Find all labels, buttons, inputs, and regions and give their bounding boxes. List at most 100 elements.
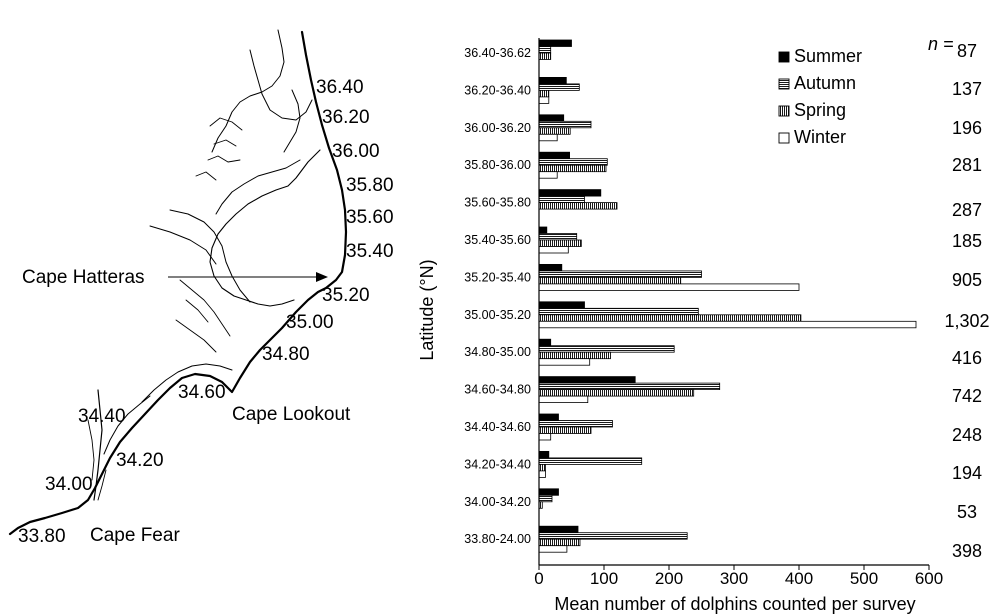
bar-winter bbox=[538, 171, 558, 179]
bar-summer bbox=[538, 488, 559, 496]
map-lat-label: 35.60 bbox=[346, 207, 394, 228]
bar-summer bbox=[538, 413, 559, 421]
bar-autumn bbox=[538, 532, 688, 540]
bar-autumn bbox=[538, 46, 552, 54]
bar-summer bbox=[538, 338, 552, 347]
bar-autumn bbox=[538, 420, 613, 428]
y-axis-title: Latitude (°N) bbox=[417, 259, 437, 360]
bar-winter bbox=[538, 358, 591, 366]
category-label: 34.80-35.00 bbox=[464, 345, 531, 359]
category-label: 35.20-35.40 bbox=[464, 270, 531, 284]
bar-spring bbox=[538, 90, 550, 98]
category-label: 36.00-36.20 bbox=[464, 121, 531, 135]
bar-spring bbox=[538, 351, 611, 360]
map-lat-label: 35.00 bbox=[286, 312, 334, 333]
category-label: 35.60-35.80 bbox=[464, 196, 531, 210]
bar-summer bbox=[538, 114, 565, 122]
legend-swatch-summer bbox=[778, 51, 790, 63]
category-label: 35.80-36.00 bbox=[464, 158, 531, 172]
bar-summer bbox=[538, 301, 585, 309]
cape-fear-label: Cape Fear bbox=[90, 525, 180, 546]
bar-autumn bbox=[538, 233, 578, 241]
map-lat-label: 35.20 bbox=[322, 285, 370, 306]
bar-autumn bbox=[538, 158, 608, 166]
pamlico-inner bbox=[215, 159, 301, 215]
hatteras-arrow-head bbox=[316, 272, 328, 282]
bar-spring bbox=[538, 127, 571, 135]
bar-summer bbox=[538, 263, 563, 272]
n-value-label: 398 bbox=[952, 541, 982, 561]
cape-labels: Cape Hatteras Cape Lookout Cape Fear bbox=[22, 267, 351, 546]
bar-autumn bbox=[538, 345, 675, 353]
bar-spring bbox=[538, 276, 682, 285]
pamlico-river bbox=[149, 225, 217, 265]
x-tick-label: 300 bbox=[720, 569, 748, 588]
bar-autumn bbox=[538, 270, 702, 278]
map-lat-label: 34.80 bbox=[262, 344, 310, 365]
n-header-label: n = bbox=[928, 34, 954, 54]
pamlico-shore bbox=[209, 149, 321, 307]
cape-lookout-label: Cape Lookout bbox=[232, 404, 351, 425]
bar-autumn bbox=[538, 195, 585, 204]
n-value-label: 248 bbox=[952, 425, 982, 445]
bar-winter bbox=[538, 433, 552, 441]
legend-label: Autumn bbox=[794, 73, 856, 93]
bar-spring bbox=[538, 538, 581, 547]
bar-summer bbox=[538, 151, 571, 160]
n-value-label: 194 bbox=[952, 463, 982, 483]
category-label: 34.00-34.20 bbox=[464, 495, 531, 509]
bar-summer bbox=[538, 189, 602, 197]
bar-summer bbox=[538, 450, 550, 459]
sample-size-labels: 87 137 196 281 287 185 905 1,302 416 742 248 194 53 3… bbox=[944, 41, 989, 561]
x-tick-label: 200 bbox=[655, 569, 683, 588]
x-tick-label: 100 bbox=[590, 569, 618, 588]
bar-spring bbox=[538, 202, 618, 210]
hatteras-pointer bbox=[168, 272, 328, 282]
bar-autumn bbox=[538, 382, 721, 391]
bar-winter bbox=[538, 283, 800, 291]
bar-winter bbox=[538, 395, 589, 404]
n-value-label: 53 bbox=[957, 502, 977, 522]
bar-spring bbox=[538, 389, 695, 397]
creek-set-mid bbox=[175, 279, 231, 353]
category-label: 33.80-24.00 bbox=[464, 532, 531, 546]
bar-spring bbox=[538, 314, 802, 322]
legend-label: Winter bbox=[794, 127, 846, 147]
x-tick-label: 0 bbox=[534, 569, 543, 588]
category-label: 36.20-36.40 bbox=[464, 83, 531, 97]
bar-spring bbox=[538, 164, 607, 173]
map-lat-label: 35.80 bbox=[346, 175, 394, 196]
bar-winter bbox=[538, 545, 568, 553]
map-lat-label: 36.20 bbox=[322, 107, 370, 128]
bar-summer bbox=[538, 376, 636, 384]
x-tick-label: 400 bbox=[785, 569, 813, 588]
x-tick-label: 500 bbox=[850, 569, 878, 588]
x-axis: 0 100 200 300 400 500 600 bbox=[534, 38, 943, 588]
map-lat-label: 34.40 bbox=[78, 406, 126, 427]
map-lat-label: 34.20 bbox=[116, 450, 164, 471]
n-value-label: 287 bbox=[952, 200, 982, 220]
coast-map bbox=[8, 29, 348, 536]
category-label: 34.40-34.60 bbox=[464, 420, 531, 434]
bar-winter bbox=[538, 320, 917, 329]
x-axis-title: Mean number of dolphins counted per surv… bbox=[554, 594, 915, 614]
map-lat-label: 36.00 bbox=[332, 141, 380, 162]
n-value-label: 196 bbox=[952, 118, 982, 138]
bogue-sound bbox=[141, 363, 233, 403]
cape-fear-river bbox=[93, 389, 103, 501]
bar-summer bbox=[538, 226, 548, 234]
bar-autumn bbox=[538, 83, 580, 91]
bar-summer bbox=[538, 525, 579, 534]
category-label: 35.40-35.60 bbox=[464, 233, 531, 247]
legend-label: Spring bbox=[794, 100, 846, 120]
map-lat-label: 36.40 bbox=[316, 77, 364, 98]
legend-swatch-autumn bbox=[778, 78, 790, 90]
bar-autumn bbox=[538, 457, 643, 465]
category-label: 34.20-34.40 bbox=[464, 457, 531, 471]
bar-spring bbox=[538, 239, 582, 247]
legend-label: Summer bbox=[794, 46, 862, 66]
map-lat-label: 34.00 bbox=[45, 474, 93, 495]
map-latitude-labels: 36.40 36.20 36.00 35.80 35.60 35.40 35.2… bbox=[18, 77, 394, 547]
n-value-label: 185 bbox=[952, 231, 982, 251]
